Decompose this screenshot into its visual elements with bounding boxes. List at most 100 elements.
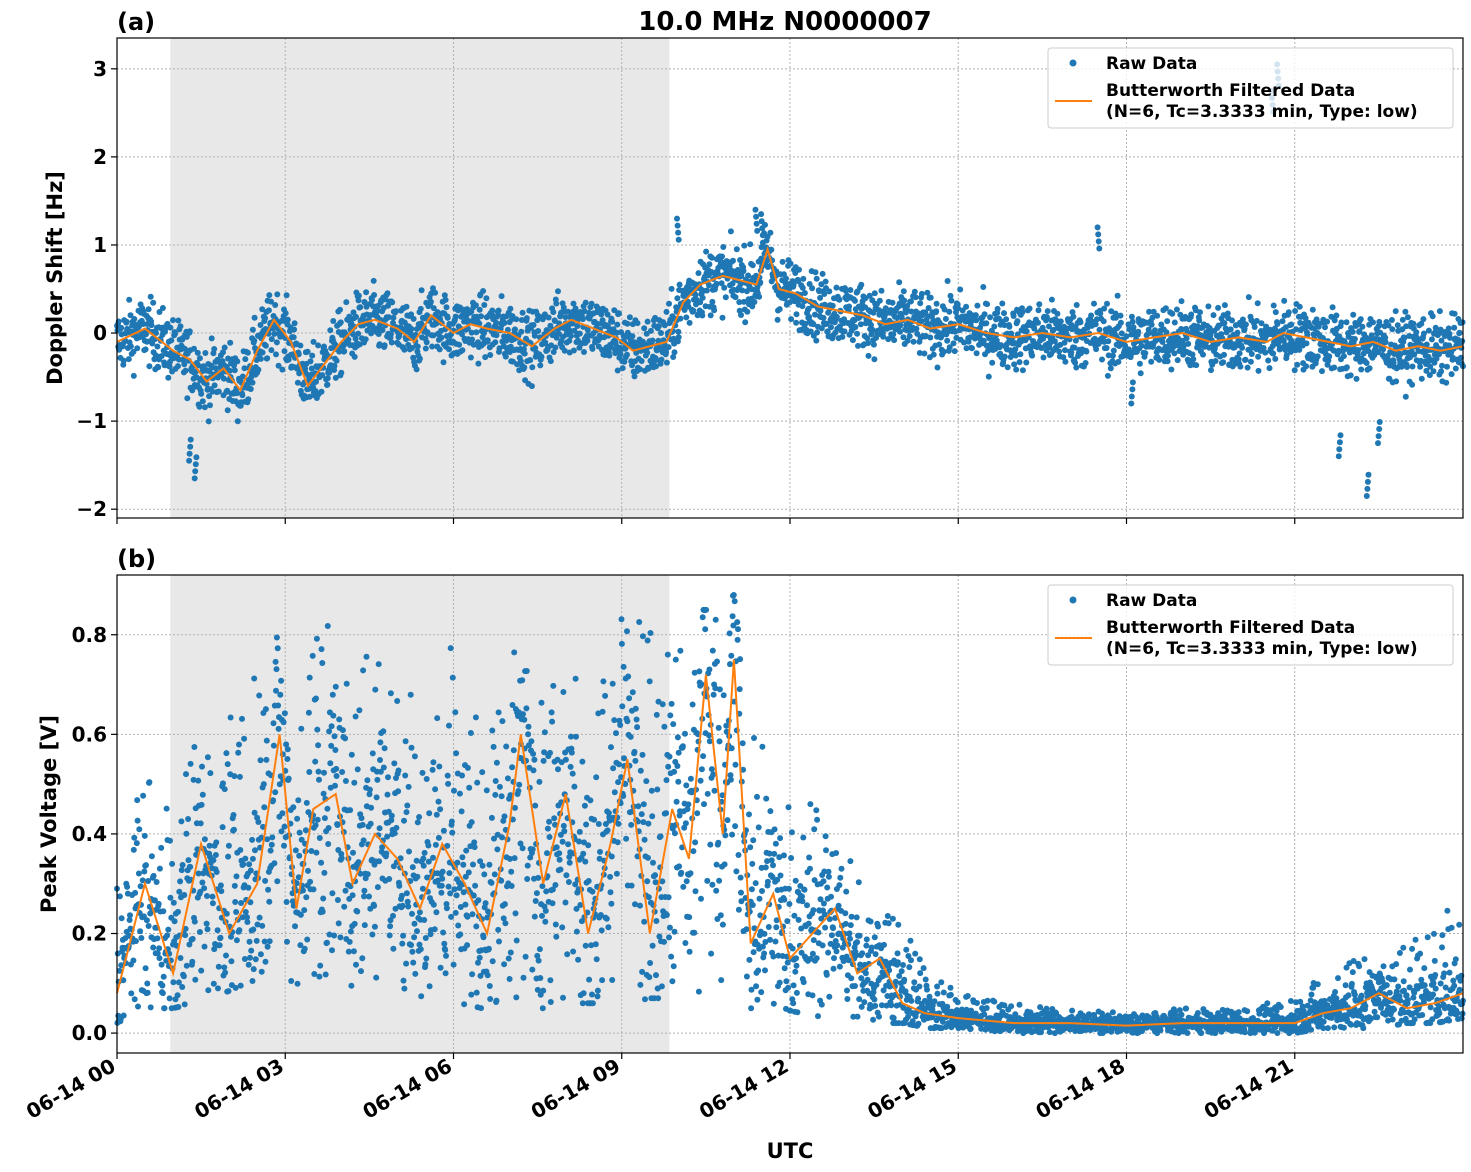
panel-b-raw-point: [135, 870, 142, 877]
panel-b-raw-point: [756, 895, 763, 902]
panel-a-raw-point: [927, 334, 934, 341]
panel-a-raw-point: [531, 332, 538, 339]
panel-b-raw-point: [818, 1001, 825, 1008]
panel-a-raw-point: [1220, 359, 1227, 366]
panel-b-raw-point: [726, 630, 733, 637]
panel-a-raw-point: [833, 284, 840, 291]
panel-b-raw-point: [408, 942, 415, 948]
panel-b-raw-point: [540, 987, 547, 994]
panel-a-raw-point: [127, 343, 134, 350]
panel-b-raw-point: [329, 691, 336, 698]
panel-b-raw-point: [252, 847, 258, 854]
panel-b-raw-point: [409, 864, 416, 871]
panel-b-raw-point: [752, 880, 759, 887]
panel-a-raw-point: [1105, 338, 1112, 345]
panel-b-raw-point: [225, 853, 232, 860]
panel-b-raw-point: [649, 813, 656, 820]
panel-a-raw-point: [1265, 357, 1272, 364]
panel-a-raw-outlier: [1095, 238, 1102, 245]
panel-a-raw-point: [624, 320, 631, 327]
panel-b-raw-point: [556, 850, 563, 857]
panel-a-raw-point: [787, 260, 794, 267]
panel-a-raw-point: [946, 308, 953, 315]
panel-b-raw-point: [624, 628, 630, 635]
panel-a-raw-point: [871, 356, 878, 363]
panel-b-raw-point: [404, 802, 411, 809]
panel-a-raw-point: [974, 302, 981, 309]
panel-b-raw-point: [451, 886, 458, 893]
panel-b-raw-point: [451, 787, 457, 794]
panel-a-raw-point: [459, 331, 465, 338]
panel-a-raw-point: [341, 348, 348, 355]
panel-b-raw-point: [332, 782, 338, 789]
panel-a-raw-point: [444, 314, 451, 321]
panel-b-raw-point: [266, 938, 273, 945]
panel-b-raw-point: [547, 999, 554, 1005]
panel-b-raw-point: [218, 888, 225, 895]
panel-a-raw-point: [857, 321, 864, 328]
panel-b-raw-point: [743, 926, 750, 933]
panel-a-raw-point: [167, 324, 174, 331]
panel-a-raw-point: [933, 300, 940, 307]
panel-a-raw-point: [1011, 361, 1018, 368]
panel-a-raw-point: [307, 358, 314, 365]
panel-a-raw-point: [1366, 365, 1373, 372]
panel-b-raw-point: [785, 885, 792, 892]
panel-a-raw-point: [1174, 357, 1181, 364]
panel-a-raw-point: [1459, 338, 1466, 345]
panel-a-raw-point: [239, 392, 246, 399]
panel-b-raw-point: [334, 897, 341, 903]
panel-a-raw-point: [581, 349, 587, 355]
panel-b: (b) 0.00.20.40.60.8 Peak Voltage [V] Raw…: [37, 545, 1466, 1059]
panel-b-raw-point: [380, 728, 387, 735]
panel-a-raw-point: [1262, 349, 1269, 356]
panel-b-raw-point: [492, 791, 499, 798]
panel-a-shade: [170, 38, 670, 518]
panel-a-raw-point: [1430, 368, 1437, 375]
panel-b-raw-point: [339, 727, 346, 734]
panel-a-raw-point: [1309, 306, 1316, 313]
panel-b-raw-point: [471, 844, 478, 851]
panel-a-raw-point: [239, 373, 246, 380]
panel-a-raw-outlier: [753, 220, 760, 227]
panel-b-raw-point: [294, 980, 301, 987]
panel-a-raw-point: [279, 366, 286, 373]
panel-b-raw-point: [550, 682, 557, 689]
panel-b-raw-point: [551, 815, 558, 822]
panel-a-raw-point: [1404, 364, 1410, 370]
panel-a-raw-point: [351, 353, 358, 360]
panel-b-raw-point: [204, 754, 211, 761]
panel-b-raw-point: [481, 871, 488, 878]
panel-b-raw-point: [315, 768, 322, 775]
panel-b-raw-point: [682, 940, 689, 946]
panel-a-raw-point: [367, 312, 374, 319]
panel-b-raw-point: [562, 756, 569, 763]
panel-a-raw-point: [172, 330, 179, 337]
panel-b-raw-point: [332, 747, 339, 753]
panel-b-raw-point: [529, 966, 536, 973]
panel-b-raw-point: [199, 763, 205, 770]
panel-b-raw-point: [785, 804, 792, 811]
panel-a-raw-point: [584, 337, 591, 344]
panel-b-raw-point: [209, 900, 216, 907]
panel-b-raw-point: [486, 983, 493, 989]
panel-a-raw-point: [227, 339, 234, 346]
panel-a-raw-point: [711, 307, 718, 314]
panel-a-x-ticks: [116, 518, 1296, 524]
panel-a-raw-point: [333, 357, 340, 364]
panel-a-raw-point: [1221, 302, 1228, 309]
panel-b-raw-point: [369, 931, 376, 938]
panel-b-raw-point: [266, 898, 273, 905]
panel-a-raw-point: [1048, 296, 1055, 303]
panel-b-raw-point: [296, 829, 303, 836]
panel-b-raw-point: [786, 901, 793, 907]
panel-b-raw-point: [421, 917, 428, 923]
panel-b-raw-point: [767, 936, 773, 943]
panel-a-raw-point: [481, 302, 488, 308]
panel-a-raw-point: [1215, 304, 1222, 311]
panel-b-raw-point: [626, 695, 633, 702]
panel-b-raw-point: [302, 827, 309, 834]
panel-a-raw-point: [852, 324, 859, 330]
panel-b-raw-point: [557, 866, 564, 873]
panel-a-raw-point: [1255, 353, 1262, 360]
